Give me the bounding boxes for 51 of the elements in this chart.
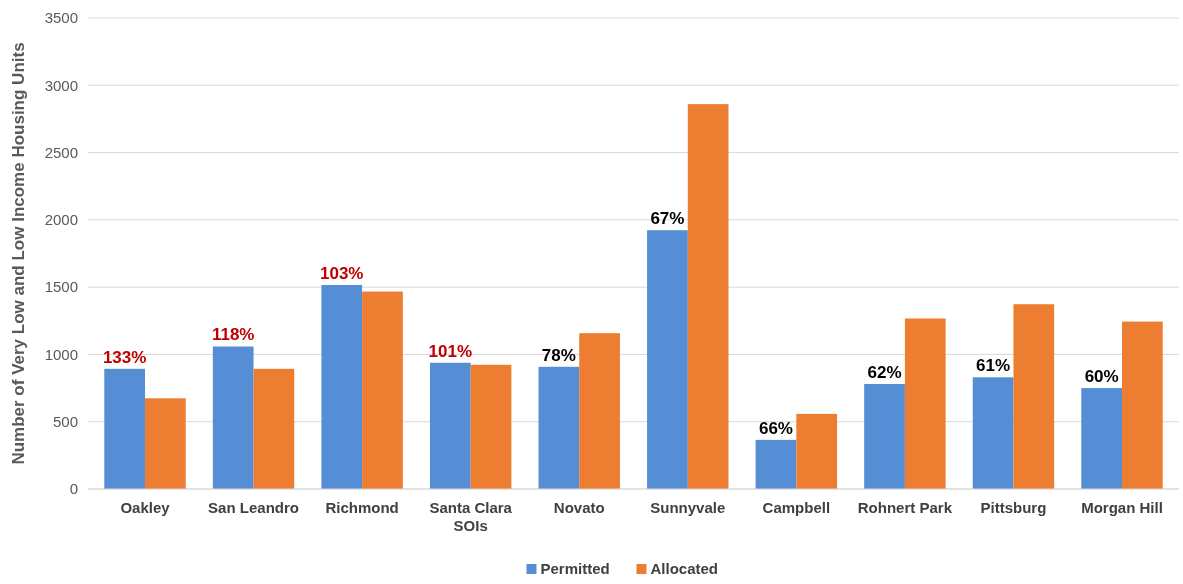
- bar: [212, 346, 254, 489]
- x-tick-label: Novato: [553, 499, 605, 516]
- bar: [104, 368, 145, 489]
- bar: [362, 291, 403, 489]
- bar: [470, 364, 512, 489]
- annotation: 133%: [102, 347, 147, 367]
- bar: [647, 230, 688, 489]
- y-axis-title: Number of Very Low and Low Income Housing Units: [9, 42, 28, 465]
- y-tick-label: 500: [52, 412, 78, 430]
- y-tick-label: 3500: [44, 9, 78, 27]
- annotation: 62%: [867, 363, 902, 383]
- x-tick-label: Rohnert Park: [857, 499, 953, 516]
- bar: [429, 362, 471, 489]
- annotation: 66%: [758, 418, 793, 438]
- bar: [864, 384, 905, 489]
- x-tick-label: Santa Clara SOIs: [429, 499, 513, 534]
- bar: [579, 333, 620, 489]
- bar: [796, 413, 838, 489]
- legend-label: Permitted: [540, 560, 610, 578]
- bar: [972, 377, 1014, 489]
- bar: [1013, 304, 1055, 489]
- x-tick-label: Pittsburg: [980, 499, 1047, 516]
- legend-label: Allocated: [650, 560, 719, 578]
- annotation: 103%: [320, 263, 364, 283]
- x-tick-label: Oakley: [120, 499, 171, 516]
- x-tick-label: Sunnyvale: [650, 499, 726, 516]
- y-tick-label: 3000: [44, 76, 78, 94]
- annotation: 60%: [1084, 367, 1119, 387]
- bar: [904, 318, 946, 489]
- bar: [1081, 388, 1123, 489]
- annotation: 118%: [211, 325, 255, 345]
- annotation: 78%: [541, 345, 576, 365]
- y-tick-label: 1500: [44, 278, 78, 296]
- annotation: 67%: [650, 209, 685, 229]
- y-tick-label: 2500: [44, 143, 78, 161]
- y-tick-label: 2000: [44, 211, 78, 229]
- annotation: 101%: [428, 341, 473, 361]
- bar: [253, 368, 295, 489]
- x-tick-label: Richmond: [325, 499, 399, 516]
- annotation: 61%: [976, 356, 1011, 376]
- x-tick-label: San Leandro: [208, 499, 299, 516]
- x-tick-label: Morgan Hill: [1081, 499, 1163, 516]
- x-tick-label: Campbell: [762, 499, 831, 516]
- bar: [538, 366, 580, 489]
- bar: [321, 284, 363, 489]
- bar: [1122, 321, 1163, 489]
- bar: [144, 398, 186, 489]
- bar: [755, 439, 797, 489]
- y-tick-label: 0: [69, 480, 78, 498]
- bar: [687, 104, 729, 489]
- y-tick-label: 1000: [44, 345, 78, 363]
